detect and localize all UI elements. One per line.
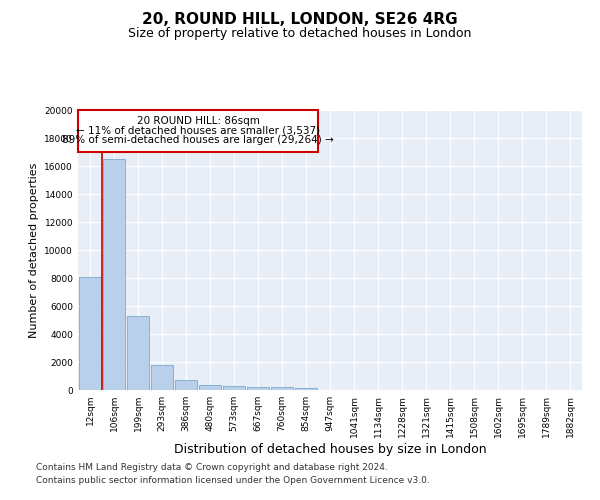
Text: 89% of semi-detached houses are larger (29,264) →: 89% of semi-detached houses are larger (…: [62, 135, 334, 145]
Text: 20 ROUND HILL: 86sqm: 20 ROUND HILL: 86sqm: [137, 116, 259, 126]
Text: 20, ROUND HILL, LONDON, SE26 4RG: 20, ROUND HILL, LONDON, SE26 4RG: [142, 12, 458, 28]
Bar: [103, 159, 125, 390]
X-axis label: Distribution of detached houses by size in London: Distribution of detached houses by size …: [173, 442, 487, 456]
Bar: [175, 380, 197, 390]
Bar: [199, 385, 221, 390]
Bar: [295, 388, 317, 390]
Bar: [79, 276, 101, 390]
Text: Contains HM Land Registry data © Crown copyright and database right 2024.: Contains HM Land Registry data © Crown c…: [36, 462, 388, 471]
Bar: [223, 386, 245, 390]
Text: Size of property relative to detached houses in London: Size of property relative to detached ho…: [128, 28, 472, 40]
Bar: [127, 316, 149, 390]
Bar: [151, 365, 173, 390]
Bar: [247, 387, 269, 390]
Text: ← 11% of detached houses are smaller (3,537): ← 11% of detached houses are smaller (3,…: [76, 126, 320, 136]
Y-axis label: Number of detached properties: Number of detached properties: [29, 162, 39, 338]
Bar: [271, 388, 293, 390]
FancyBboxPatch shape: [78, 110, 318, 152]
Text: Contains public sector information licensed under the Open Government Licence v3: Contains public sector information licen…: [36, 476, 430, 485]
